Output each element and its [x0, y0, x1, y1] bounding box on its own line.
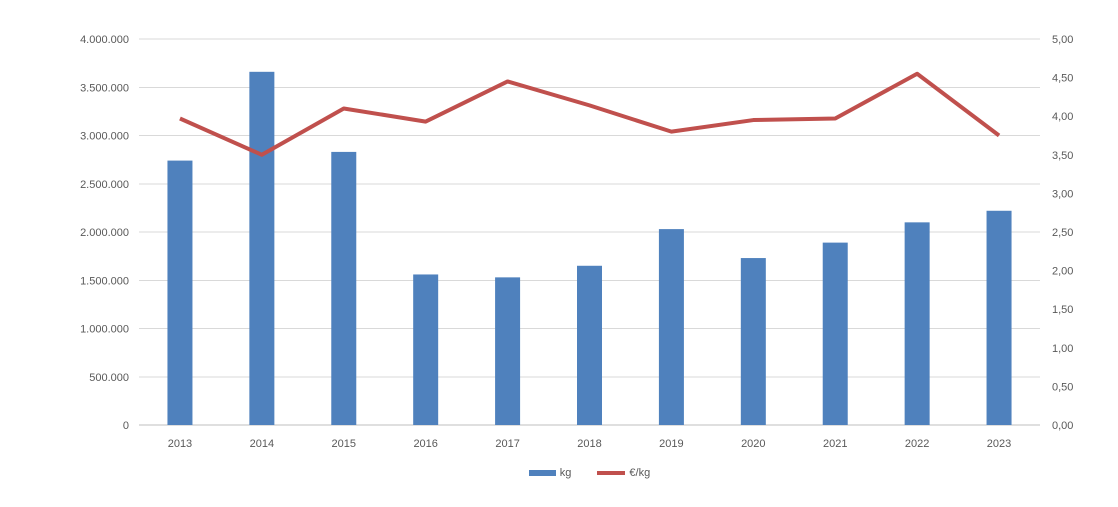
bar-2020[interactable]	[740, 258, 766, 425]
bar-2023[interactable]	[986, 210, 1012, 425]
right-axis-tick-label: 2,00	[1052, 266, 1073, 278]
x-axis-label-2019: 2019	[659, 438, 683, 450]
legend-item-eur-per-kg[interactable]: €/kg	[597, 467, 650, 479]
x-axis-label-2021: 2021	[823, 438, 847, 450]
bar-2021[interactable]	[822, 242, 848, 425]
eur-per-kg-series-swatch-icon	[597, 471, 626, 475]
right-axis-tick-label: 3,50	[1052, 150, 1073, 162]
bar-2013[interactable]	[167, 160, 193, 425]
legend-label-eur-per-kg: €/kg	[629, 467, 651, 479]
x-axis-label-2023: 2023	[987, 438, 1011, 450]
left-axis-tick-label: 3.500.000	[80, 82, 129, 94]
left-axis-tick-label: 500.000	[89, 372, 129, 384]
bar-2018[interactable]	[577, 265, 602, 425]
x-axis-label-2013: 2013	[168, 438, 192, 450]
left-axis-tick-label: 1.500.000	[80, 275, 129, 287]
bar-2016[interactable]	[413, 274, 439, 425]
bar-2017[interactable]	[495, 277, 521, 425]
legend-item-kg[interactable]: kg	[528, 467, 572, 479]
kg-series-swatch-icon	[528, 470, 556, 476]
left-axis-tick-label: 4.000.000	[80, 34, 129, 46]
x-axis-label-2022: 2022	[905, 438, 929, 450]
legend-label-kg: kg	[559, 467, 572, 479]
right-axis-tick-label: 2,50	[1052, 227, 1073, 239]
bar-2014[interactable]	[249, 71, 275, 425]
bar-2022[interactable]	[904, 222, 930, 425]
right-axis-tick-label: 4,50	[1052, 73, 1073, 85]
x-axis-label-2014: 2014	[250, 438, 274, 450]
chart-legend: kg €/kg	[139, 467, 1040, 479]
price-line[interactable]	[179, 71, 1001, 157]
left-axis-tick-label: 2.500.000	[80, 179, 129, 191]
left-axis-tick-label: 0	[123, 420, 129, 432]
right-axis-tick-label: 0,00	[1052, 420, 1073, 432]
right-axis-tick-label: 0,50	[1052, 381, 1073, 393]
right-axis-tick-label: 5,00	[1052, 34, 1073, 46]
bar-2019[interactable]	[658, 229, 684, 425]
x-axis-label-2016: 2016	[413, 438, 437, 450]
x-axis-label-2018: 2018	[577, 438, 601, 450]
x-axis-label-2020: 2020	[741, 438, 765, 450]
bar-2015[interactable]	[331, 151, 357, 425]
left-axis-tick-label: 3.000.000	[80, 131, 129, 143]
x-axis-label-2017: 2017	[495, 438, 519, 450]
right-axis-tick-label: 1,50	[1052, 304, 1073, 316]
right-axis-tick-label: 1,00	[1052, 343, 1073, 355]
left-axis-tick-label: 2.000.000	[80, 227, 129, 239]
right-axis-tick-label: 3,00	[1052, 188, 1073, 200]
right-axis-tick-label: 4,00	[1052, 111, 1073, 123]
left-axis-tick-label: 1.000.000	[80, 324, 129, 336]
x-axis-label-2015: 2015	[332, 438, 356, 450]
